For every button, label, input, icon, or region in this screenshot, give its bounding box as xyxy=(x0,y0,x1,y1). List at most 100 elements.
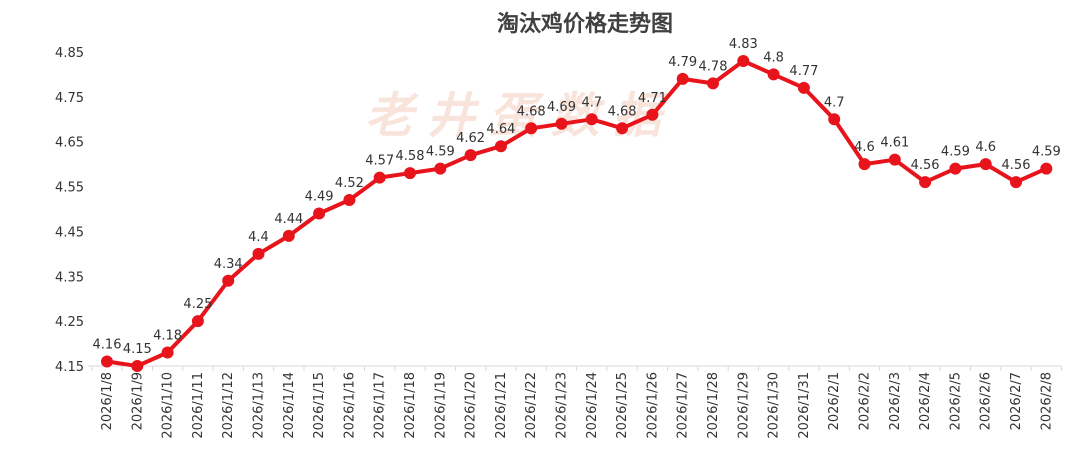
x-tick-label: 2026/1/17 xyxy=(373,372,388,439)
data-point xyxy=(858,158,871,171)
data-point xyxy=(1040,162,1053,175)
x-axis: 2026/1/8 2026/1/9 2026/1/10 2026/1/11 2026/1… xyxy=(88,365,1062,439)
data-point xyxy=(434,162,447,175)
x-tick-label: 2026/2/2 xyxy=(858,372,873,430)
data-point xyxy=(797,81,810,94)
x-tick-label: 2026/1/10 xyxy=(161,372,176,439)
x-tick-label: 2026/1/28 xyxy=(706,372,721,439)
y-axis: 4.15 4.25 4.35 4.45 4.55 4.65 4.75 4.85 xyxy=(55,46,84,375)
watermark-text: 老井蛋数据 xyxy=(365,88,675,144)
x-tick-label: 2026/2/8 xyxy=(1039,372,1054,430)
data-label: 4.8 xyxy=(763,50,784,65)
x-tick-label: 2026/1/11 xyxy=(191,372,206,439)
data-point xyxy=(252,247,265,260)
data-point xyxy=(646,108,659,121)
x-tick-label: 2026/1/25 xyxy=(615,372,630,439)
data-point xyxy=(404,167,416,180)
y-tick-label: 4.75 xyxy=(55,91,84,106)
x-tick-label: 2026/1/23 xyxy=(555,372,570,439)
data-label: 4.64 xyxy=(486,122,515,137)
data-label: 4.68 xyxy=(608,104,637,119)
data-point xyxy=(888,153,901,166)
data-label: 4.59 xyxy=(941,145,970,160)
x-tick-label: 2026/1/16 xyxy=(342,372,357,439)
x-tick-label: 2026/1/29 xyxy=(736,372,751,439)
data-label: 4.69 xyxy=(547,100,576,115)
data-label: 4.4 xyxy=(248,230,269,245)
x-tick-label: 2026/1/12 xyxy=(221,372,236,439)
x-tick-label: 2026/1/8 xyxy=(100,372,115,430)
data-label: 4.44 xyxy=(274,212,303,227)
x-tick-label: 2026/1/22 xyxy=(524,372,539,439)
data-label: 4.59 xyxy=(1032,145,1061,160)
data-label: 4.15 xyxy=(123,342,152,357)
data-point xyxy=(101,355,113,368)
x-tick-label: 2026/2/7 xyxy=(1009,372,1024,430)
data-label: 4.16 xyxy=(93,338,122,353)
x-tick-label: 2026/2/3 xyxy=(888,372,903,430)
data-point xyxy=(555,117,568,130)
data-point xyxy=(707,77,719,90)
data-label: 4.61 xyxy=(880,136,909,151)
data-label: 4.34 xyxy=(214,257,243,272)
x-tick-label: 2026/1/30 xyxy=(767,372,782,439)
data-point xyxy=(767,68,780,81)
data-point xyxy=(373,171,386,184)
data-point xyxy=(222,274,235,287)
data-label: 4.56 xyxy=(911,158,940,173)
data-label: 4.68 xyxy=(517,104,546,119)
chart-title: 淘汰鸡价格走势图 xyxy=(497,11,673,37)
data-label: 4.83 xyxy=(729,37,758,52)
data-label: 4.49 xyxy=(305,189,334,204)
data-label: 4.6 xyxy=(975,140,996,155)
y-tick-label: 4.15 xyxy=(55,360,84,375)
x-tick-label: 2026/1/20 xyxy=(464,372,479,439)
data-label: 4.56 xyxy=(1002,158,1031,173)
data-label: 4.7 xyxy=(581,95,602,110)
data-point xyxy=(282,229,295,242)
x-tick-label: 2026/1/15 xyxy=(312,372,327,439)
x-tick-label: 2026/1/24 xyxy=(585,372,600,439)
data-point xyxy=(191,315,204,328)
x-tick-label: 2026/2/6 xyxy=(979,372,994,430)
x-tick-label: 2026/2/1 xyxy=(827,372,842,430)
data-point xyxy=(161,346,174,359)
data-point xyxy=(676,72,689,85)
data-point xyxy=(525,122,538,135)
data-markers xyxy=(101,54,1053,372)
data-label: 4.57 xyxy=(365,154,394,169)
x-tick-label: 2026/2/5 xyxy=(948,372,963,430)
data-point xyxy=(494,140,507,153)
x-tick-label: 2026/2/4 xyxy=(918,372,933,430)
data-point xyxy=(979,158,992,171)
data-label: 4.25 xyxy=(183,297,212,312)
x-tick-label: 2026/1/21 xyxy=(494,372,509,439)
data-label: 4.52 xyxy=(335,176,364,191)
data-label: 4.79 xyxy=(668,55,697,70)
x-tick-label: 2026/1/9 xyxy=(130,372,145,430)
data-point xyxy=(616,122,629,135)
y-tick-label: 4.85 xyxy=(55,46,84,61)
data-point xyxy=(828,113,841,126)
y-tick-label: 4.45 xyxy=(55,225,84,240)
y-tick-label: 4.35 xyxy=(55,270,84,285)
x-tick-label: 2026/1/18 xyxy=(403,372,418,439)
data-label: 4.6 xyxy=(854,140,875,155)
data-point xyxy=(131,360,144,372)
data-point xyxy=(737,54,750,67)
x-tick-label: 2026/1/31 xyxy=(797,372,812,439)
data-label: 4.71 xyxy=(638,91,667,106)
data-label: 4.58 xyxy=(396,149,425,164)
data-label: 4.78 xyxy=(699,59,728,74)
y-tick-label: 4.25 xyxy=(55,315,84,330)
data-point xyxy=(343,194,356,207)
x-tick-label: 2026/1/14 xyxy=(282,372,297,439)
y-tick-label: 4.65 xyxy=(55,136,84,151)
x-tick-label: 2026/1/13 xyxy=(252,372,267,439)
data-point xyxy=(313,207,326,220)
data-labels: 4.16 4.154.184.254.344.44.444.494.524.57 4… xyxy=(93,37,1061,357)
data-point xyxy=(1010,176,1022,189)
x-tick-label: 2026/1/26 xyxy=(645,372,660,439)
